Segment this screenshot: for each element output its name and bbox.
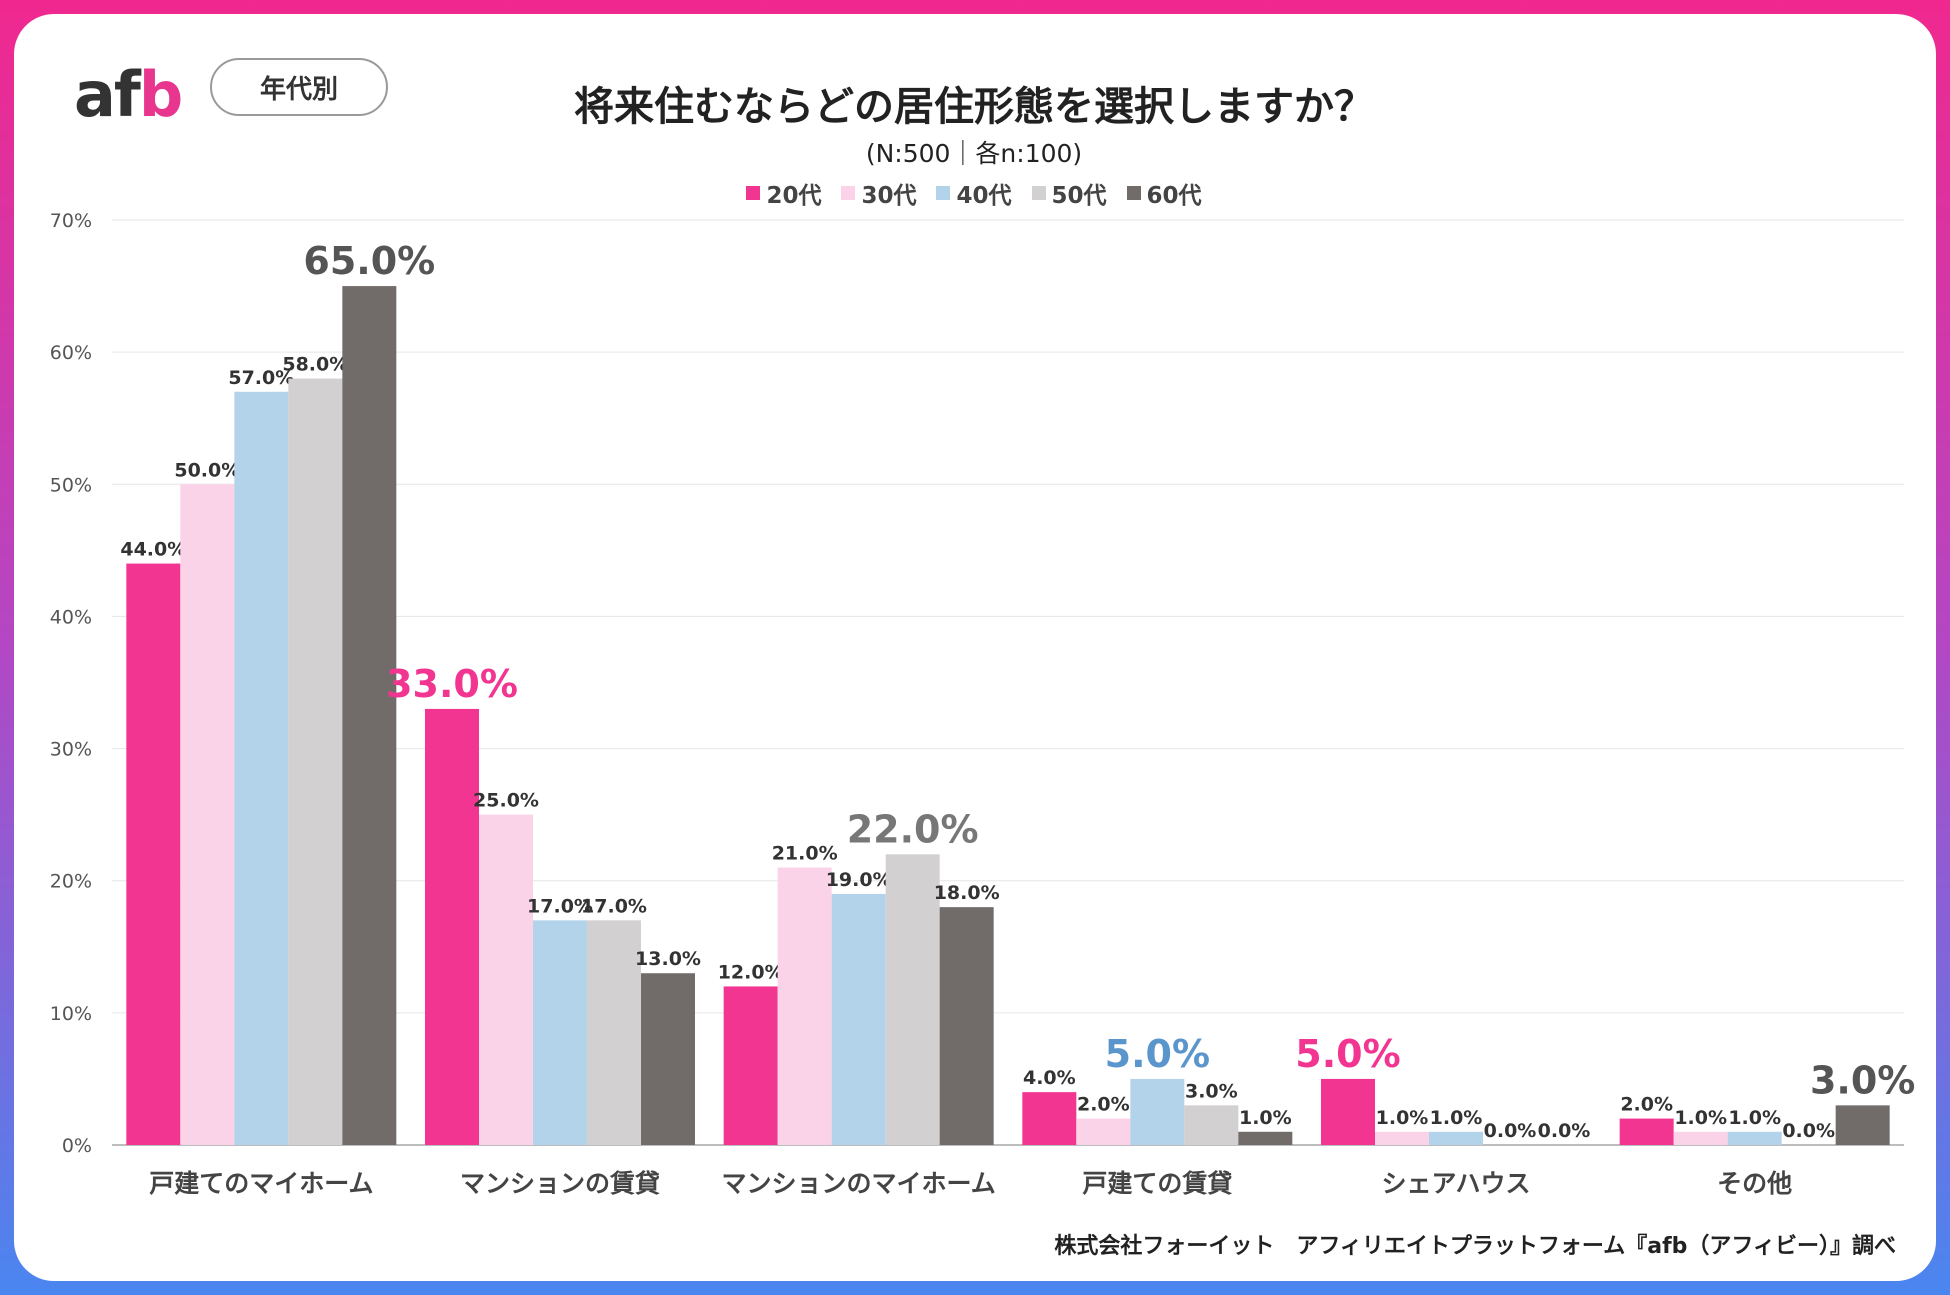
data-label: 1.0%: [1430, 1107, 1483, 1129]
bar: [288, 378, 343, 1146]
bar: [1321, 1078, 1375, 1145]
legend-label: 60代: [1146, 183, 1202, 209]
data-label: 1.0%: [1674, 1107, 1727, 1129]
y-tick-label: 20%: [50, 871, 92, 893]
x-category-label: マンションのマイホーム: [722, 1169, 996, 1198]
data-label: 13.0%: [635, 948, 701, 970]
chart-title: 将来住むならどの居住形態を選択しますか？: [574, 84, 1374, 130]
legend-swatch: [1126, 186, 1141, 200]
bar: [479, 814, 533, 1145]
data-label: 4.0%: [1023, 1067, 1076, 1089]
bar: [939, 907, 994, 1145]
data-label: 57.0%: [228, 367, 294, 389]
x-category-label: その他: [1717, 1169, 1792, 1198]
data-label: 0.0%: [1782, 1120, 1835, 1142]
data-label-highlight: 33.0%: [386, 662, 518, 706]
chart-subtitle: (N:500｜各n:100): [865, 139, 1083, 168]
data-label: 1.0%: [1376, 1107, 1429, 1129]
chart-legend: 20代 30代 40代 50代 60代: [374, 176, 1574, 210]
data-label: 1.0%: [1239, 1107, 1292, 1129]
legend-label: 40代: [956, 183, 1012, 209]
legend-swatch: [1031, 186, 1046, 200]
data-label: 2.0%: [1077, 1094, 1130, 1116]
bar: [1375, 1131, 1429, 1145]
data-label-highlight: 65.0%: [303, 239, 435, 283]
bar: [425, 708, 479, 1145]
data-label: 0.0%: [1538, 1120, 1591, 1142]
x-category-label: 戸建てのマイホーム: [149, 1169, 373, 1198]
data-label: 58.0%: [282, 354, 348, 376]
legend-item-1: 30代: [841, 176, 916, 210]
bar: [533, 920, 587, 1145]
bar: [1619, 1118, 1674, 1145]
bar: [1130, 1078, 1185, 1145]
data-label: 17.0%: [527, 895, 593, 917]
data-label: 1.0%: [1728, 1107, 1781, 1129]
data-label: 50.0%: [174, 459, 240, 481]
afb-logo: afb: [74, 58, 183, 131]
data-label: 2.0%: [1620, 1094, 1673, 1116]
data-label-highlight: 5.0%: [1295, 1032, 1400, 1076]
bar: [1076, 1118, 1131, 1145]
y-tick-label: 60%: [50, 342, 92, 364]
legend-item-0: 20代: [746, 176, 821, 210]
y-tick-label: 40%: [50, 606, 92, 628]
data-label: 3.0%: [1185, 1080, 1238, 1102]
bar: [587, 920, 641, 1145]
legend-swatch: [936, 186, 951, 200]
legend-item-3: 50代: [1031, 176, 1107, 210]
bar: [831, 893, 886, 1145]
bar: [342, 286, 397, 1146]
y-tick-label: 0%: [62, 1135, 92, 1157]
bar: [1429, 1131, 1483, 1145]
data-label: 19.0%: [826, 869, 892, 891]
data-label: 17.0%: [581, 895, 647, 917]
data-label: 21.0%: [772, 843, 838, 865]
y-tick-label: 50%: [50, 474, 92, 496]
x-category-label: シェアハウス: [1381, 1169, 1530, 1198]
source-credit: 株式会社フォーイット アフィリエイトプラットフォーム『afb（アフィビー）』調べ: [1054, 1234, 1896, 1259]
data-label: 25.0%: [473, 790, 539, 812]
x-category-label: マンションの賃貸: [460, 1169, 660, 1198]
legend-swatch: [841, 186, 856, 200]
x-category-label: 戸建ての賃貸: [1082, 1169, 1232, 1198]
bar: [126, 563, 181, 1145]
bar: [723, 986, 778, 1145]
y-tick-label: 10%: [50, 1003, 92, 1025]
bar: [885, 854, 940, 1145]
bar: [641, 973, 695, 1145]
data-label-highlight: 3.0%: [1810, 1058, 1915, 1102]
age-group-tag: 年代別: [210, 58, 388, 116]
data-label: 0.0%: [1484, 1120, 1537, 1142]
bar: [1727, 1131, 1782, 1145]
data-label: 12.0%: [718, 961, 784, 983]
bar: [1022, 1092, 1077, 1145]
bar: [180, 484, 235, 1145]
data-label: 18.0%: [934, 882, 1000, 904]
legend-label: 30代: [861, 183, 917, 209]
data-label-highlight: 22.0%: [847, 807, 979, 851]
legend-label: 50代: [1051, 183, 1107, 209]
legend-swatch: [746, 186, 761, 200]
bar: [1835, 1105, 1890, 1145]
bar: [1184, 1105, 1239, 1145]
data-label: 44.0%: [120, 539, 186, 561]
y-tick-label: 30%: [50, 739, 92, 761]
legend-label: 20代: [766, 183, 822, 209]
bar: [234, 391, 289, 1145]
legend-item-4: 60代: [1126, 176, 1202, 210]
legend-item-2: 40代: [936, 176, 1012, 210]
y-tick-label: 70%: [50, 210, 92, 232]
bar: [1238, 1131, 1293, 1145]
bar: [1673, 1131, 1728, 1145]
data-label-highlight: 5.0%: [1105, 1032, 1210, 1076]
bar: [777, 867, 832, 1145]
